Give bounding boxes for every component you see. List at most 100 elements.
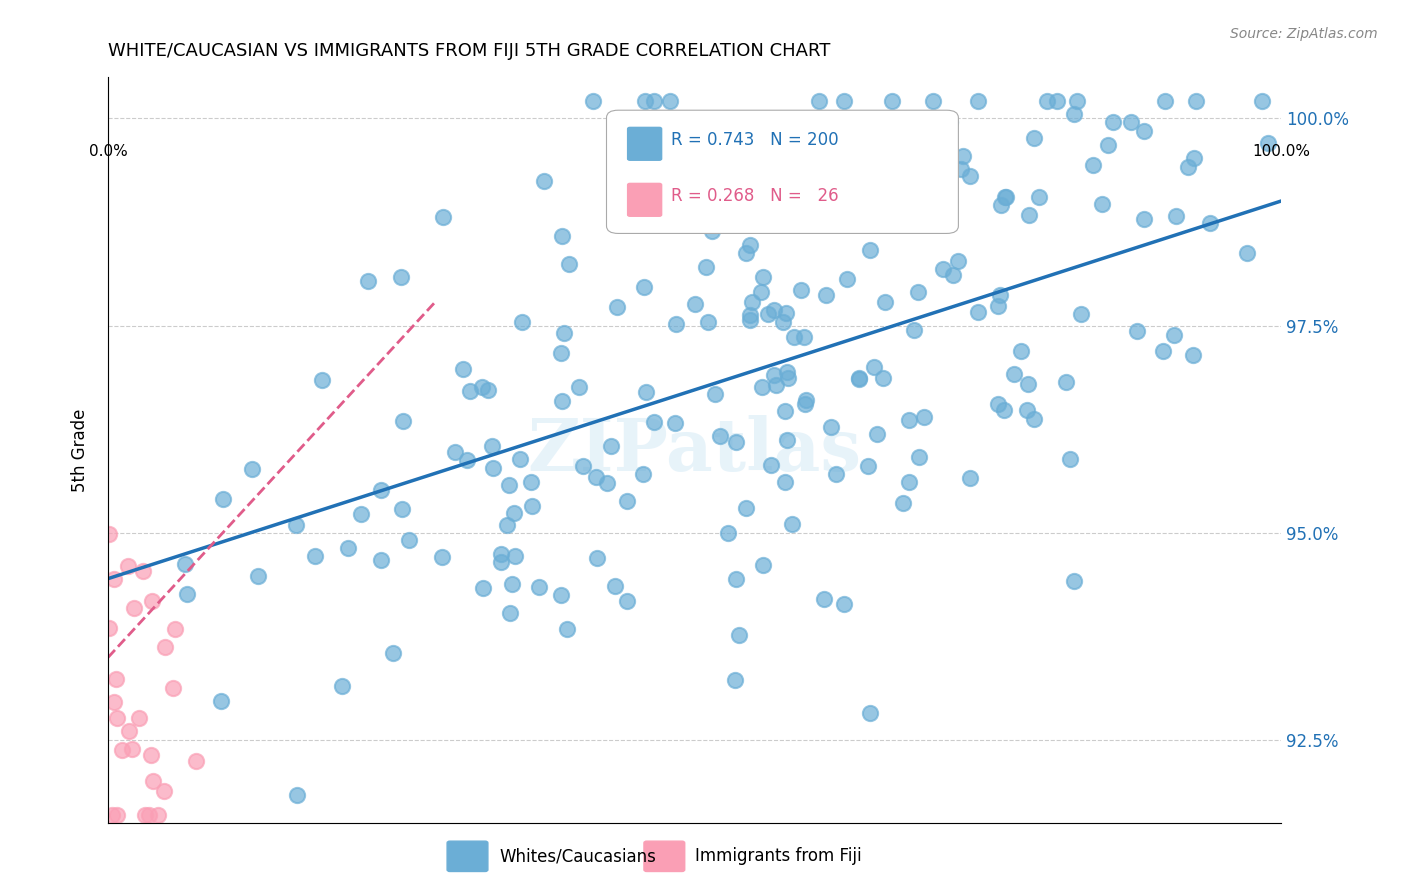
Point xyxy=(1083,158,1105,172)
Point xyxy=(209,694,232,708)
Point xyxy=(741,294,763,309)
Point xyxy=(1257,136,1279,150)
Point xyxy=(1017,377,1039,392)
Point xyxy=(704,387,727,401)
Point xyxy=(184,754,207,768)
Point xyxy=(128,711,150,725)
Point xyxy=(725,434,748,449)
Point xyxy=(332,679,354,693)
Point xyxy=(946,254,969,268)
Point xyxy=(498,478,520,492)
Point xyxy=(1163,327,1185,342)
Point xyxy=(1177,160,1199,174)
Point xyxy=(912,410,935,425)
Point xyxy=(550,588,572,602)
Point xyxy=(1198,216,1220,230)
Point xyxy=(863,359,886,374)
Point xyxy=(959,471,981,485)
Point xyxy=(481,439,503,453)
Point xyxy=(780,516,803,531)
Point xyxy=(121,741,143,756)
Point xyxy=(697,315,720,329)
Point xyxy=(98,621,121,635)
Point xyxy=(503,549,526,564)
Point xyxy=(153,640,176,654)
Point xyxy=(994,190,1017,204)
Point xyxy=(370,553,392,567)
Point xyxy=(489,555,512,569)
Point xyxy=(1022,131,1045,145)
Point xyxy=(866,427,889,442)
Point xyxy=(903,322,925,336)
Point xyxy=(643,95,665,109)
Text: Source: ZipAtlas.com: Source: ZipAtlas.com xyxy=(1230,27,1378,41)
Point xyxy=(990,197,1012,211)
Point xyxy=(832,95,855,109)
Point xyxy=(1018,208,1040,222)
Point xyxy=(1024,412,1046,426)
Point xyxy=(503,506,526,520)
Text: R = 0.743   N = 200: R = 0.743 N = 200 xyxy=(671,131,838,149)
Point xyxy=(858,458,880,473)
Point xyxy=(510,315,533,329)
Point xyxy=(585,470,607,484)
Point xyxy=(790,283,813,297)
Point xyxy=(879,175,901,189)
Point xyxy=(659,95,682,109)
Point xyxy=(907,193,929,207)
Point xyxy=(950,161,973,176)
Point xyxy=(792,329,814,343)
Point xyxy=(398,533,420,547)
Point xyxy=(988,288,1011,302)
Point xyxy=(381,646,404,660)
Point xyxy=(738,237,761,252)
Point xyxy=(832,597,855,611)
Point xyxy=(695,260,717,275)
Point xyxy=(550,345,572,359)
Point xyxy=(134,808,156,822)
Point xyxy=(458,384,481,398)
Point xyxy=(880,95,903,109)
Point xyxy=(1133,124,1156,138)
Point xyxy=(491,547,513,561)
Point xyxy=(1102,115,1125,129)
Point xyxy=(993,403,1015,417)
Point xyxy=(603,579,626,593)
Point xyxy=(835,272,858,286)
Point xyxy=(1017,403,1039,417)
Point xyxy=(553,326,575,340)
Point xyxy=(585,551,607,566)
Point xyxy=(1059,452,1081,467)
Point xyxy=(634,384,657,399)
Point xyxy=(967,95,990,109)
Point xyxy=(898,413,921,427)
Point xyxy=(775,306,797,320)
Point xyxy=(740,309,762,323)
Point xyxy=(939,115,962,129)
Point xyxy=(1063,574,1085,588)
Point xyxy=(285,518,308,533)
Point xyxy=(683,297,706,311)
Point xyxy=(471,581,494,595)
Point xyxy=(815,288,838,302)
Point xyxy=(942,268,965,282)
Point xyxy=(751,270,773,285)
Point xyxy=(824,467,846,481)
Point xyxy=(105,711,128,725)
Point xyxy=(859,706,882,720)
Point xyxy=(616,210,638,224)
Text: 0.0%: 0.0% xyxy=(89,144,128,159)
Point xyxy=(724,572,747,586)
Text: WHITE/CAUCASIAN VS IMMIGRANTS FROM FIJI 5TH GRADE CORRELATION CHART: WHITE/CAUCASIAN VS IMMIGRANTS FROM FIJI … xyxy=(108,42,831,60)
Point xyxy=(875,294,897,309)
Point xyxy=(389,270,412,285)
Point xyxy=(616,493,638,508)
Point xyxy=(1028,190,1050,204)
Point xyxy=(142,774,165,789)
Point xyxy=(952,149,974,163)
Point xyxy=(103,572,125,586)
Point xyxy=(921,95,943,109)
Point xyxy=(848,370,870,384)
Point xyxy=(1236,246,1258,260)
Point xyxy=(815,186,838,201)
